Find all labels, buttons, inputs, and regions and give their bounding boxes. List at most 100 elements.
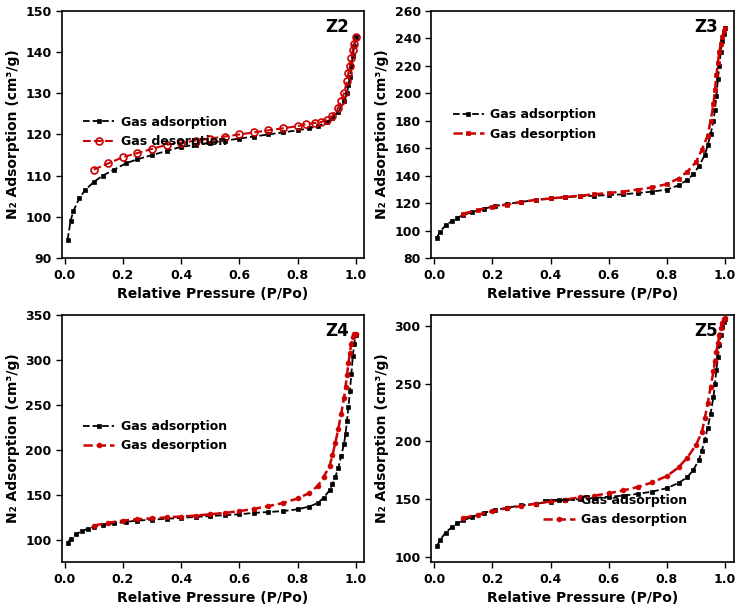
Gas adsorption <box>162 515 171 522</box>
Gas adsorption <box>63 539 72 546</box>
Gas adsorption <box>305 125 314 132</box>
Gas adsorption <box>344 403 353 410</box>
Gas desorption <box>561 496 570 503</box>
Gas adsorption <box>80 186 89 194</box>
Gas adsorption <box>110 519 119 527</box>
Gas desorption <box>683 454 692 461</box>
Gas adsorption <box>674 181 683 189</box>
Gas adsorption <box>715 62 724 69</box>
Gas adsorption <box>721 316 730 323</box>
X-axis label: Relative Pressure (P/Po): Relative Pressure (P/Po) <box>487 287 678 301</box>
Gas adsorption <box>177 514 186 522</box>
Gas desorption <box>715 48 724 56</box>
Gas desorption <box>546 498 555 505</box>
Gas adsorption <box>121 159 130 167</box>
Gas adsorption <box>453 214 462 221</box>
Gas adsorption <box>716 332 725 339</box>
Gas desorption <box>334 104 343 111</box>
Gas desorption <box>706 117 715 125</box>
Gas desorption <box>619 487 628 494</box>
Line: Gas adsorption: Gas adsorption <box>435 317 727 549</box>
Gas desorption <box>575 494 584 501</box>
Gas desorption <box>703 132 712 139</box>
Gas adsorption <box>441 222 450 229</box>
Gas adsorption <box>89 523 98 530</box>
Gas desorption <box>350 331 359 338</box>
Gas adsorption <box>701 152 710 159</box>
Gas adsorption <box>467 208 476 216</box>
Gas desorption <box>89 166 98 174</box>
Gas desorption <box>715 332 724 339</box>
Gas adsorption <box>441 529 450 536</box>
Gas adsorption <box>531 500 540 507</box>
Gas desorption <box>331 439 340 446</box>
X-axis label: Relative Pressure (P/Po): Relative Pressure (P/Po) <box>117 287 309 301</box>
Gas adsorption <box>177 143 186 150</box>
Gas adsorption <box>502 504 511 511</box>
Gas adsorption <box>235 511 244 518</box>
Gas desorption <box>348 334 357 341</box>
Gas adsorption <box>453 519 462 527</box>
Gas desorption <box>710 357 719 364</box>
Gas adsorption <box>72 530 81 538</box>
Gas desorption <box>347 54 356 62</box>
Gas desorption <box>517 198 526 205</box>
Gas desorption <box>473 207 482 214</box>
Text: Z4: Z4 <box>325 322 349 340</box>
Gas adsorption <box>706 131 715 138</box>
Gas adsorption <box>341 430 350 437</box>
Gas adsorption <box>110 166 119 174</box>
Gas adsorption <box>331 473 340 480</box>
Gas desorption <box>220 133 229 140</box>
Gas adsorption <box>325 487 334 494</box>
Line: Gas desorption: Gas desorption <box>461 25 727 216</box>
Gas desorption <box>328 112 337 120</box>
Gas desorption <box>206 135 215 142</box>
Gas desorption <box>348 46 357 53</box>
Gas adsorption <box>703 142 712 149</box>
Gas adsorption <box>713 354 722 361</box>
Gas adsorption <box>719 318 728 326</box>
Gas adsorption <box>447 218 456 225</box>
Gas desorption <box>575 192 584 199</box>
Gas adsorption <box>66 535 75 543</box>
Gas desorption <box>319 473 328 480</box>
Gas adsorption <box>713 76 722 83</box>
Gas adsorption <box>663 485 672 492</box>
Line: Gas adsorption: Gas adsorption <box>435 26 727 240</box>
Text: Z5: Z5 <box>695 322 718 340</box>
Gas desorption <box>683 168 692 175</box>
Gas adsorption <box>619 492 628 499</box>
Text: Z2: Z2 <box>325 18 349 36</box>
Gas adsorption <box>546 195 555 202</box>
Gas adsorption <box>716 48 725 56</box>
Gas adsorption <box>648 188 657 196</box>
Gas adsorption <box>683 474 692 481</box>
Gas desorption <box>350 40 359 47</box>
Gas adsorption <box>648 488 657 496</box>
Gas desorption <box>709 100 718 108</box>
Gas adsorption <box>133 156 142 163</box>
Gas desorption <box>345 349 354 356</box>
Gas desorption <box>345 63 354 70</box>
Gas desorption <box>546 195 555 202</box>
Gas desorption <box>619 188 628 196</box>
Gas desorption <box>293 123 302 130</box>
Gas desorption <box>264 502 273 510</box>
Gas adsorption <box>719 31 728 38</box>
Gas desorption <box>104 519 113 527</box>
Gas adsorption <box>435 228 444 235</box>
Gas adsorption <box>633 189 642 197</box>
Gas adsorption <box>69 207 78 214</box>
Gas desorption <box>604 189 613 197</box>
Gas desorption <box>713 340 722 347</box>
Gas adsorption <box>351 332 360 339</box>
Gas desorption <box>633 483 642 491</box>
Text: Z3: Z3 <box>695 18 718 36</box>
Gas adsorption <box>712 92 721 100</box>
Gas desorption <box>709 367 718 375</box>
Gas desorption <box>710 87 719 94</box>
Gas desorption <box>633 186 642 193</box>
Gas adsorption <box>345 73 354 80</box>
Gas desorption <box>293 495 302 502</box>
